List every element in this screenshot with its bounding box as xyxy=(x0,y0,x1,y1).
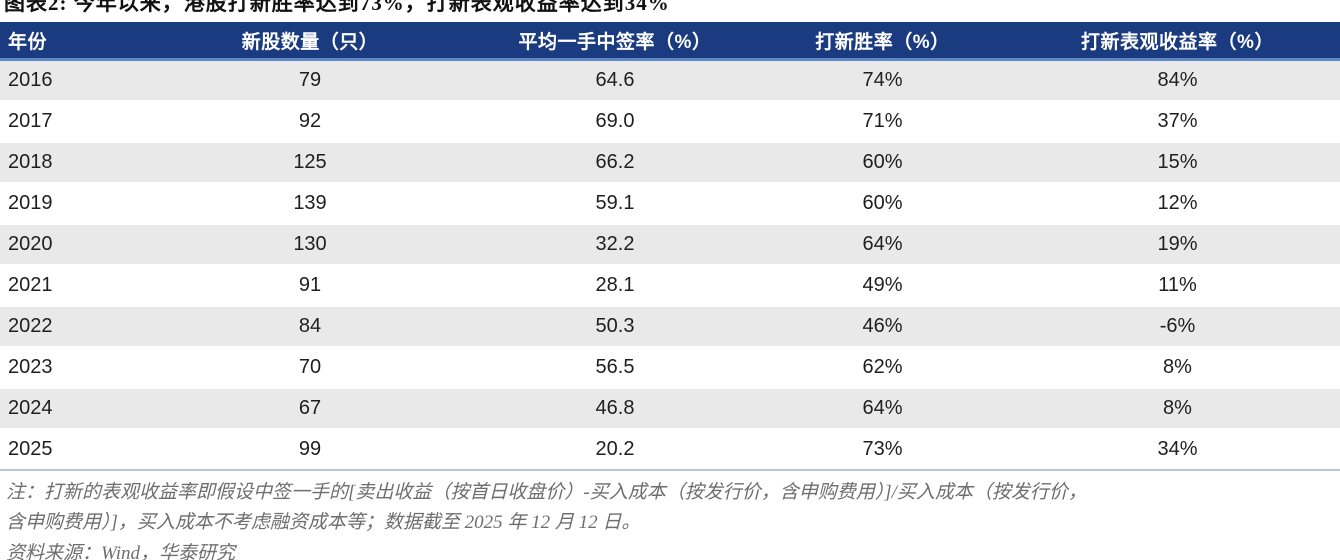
year-cell: 2023 xyxy=(0,347,140,388)
col-header-new-stock-count: 新股数量（只） xyxy=(140,22,480,61)
return-cell: 15% xyxy=(1015,141,1340,184)
winrate-cell: 73% xyxy=(750,429,1015,470)
year-cell: 2019 xyxy=(0,183,140,224)
return-cell: 8% xyxy=(1015,347,1340,388)
return-cell: -6% xyxy=(1015,305,1340,348)
year-cell: 2025 xyxy=(0,429,140,470)
table-row-2022: 2022 84 50.3 46% -6% xyxy=(0,305,1340,348)
count-cell: 67 xyxy=(140,387,480,430)
allotment-cell: 46.8 xyxy=(480,387,750,430)
winrate-cell: 64% xyxy=(750,387,1015,430)
year-cell: 2017 xyxy=(0,101,140,142)
year-cell: 2022 xyxy=(0,305,140,348)
table-row-2017: 2017 92 69.0 71% 37% xyxy=(0,101,1340,142)
return-cell: 84% xyxy=(1015,58,1340,102)
winrate-cell: 74% xyxy=(750,58,1015,102)
allotment-cell: 69.0 xyxy=(480,101,750,142)
table-row-2020: 2020 130 32.2 64% 19% xyxy=(0,223,1340,266)
allotment-cell: 28.1 xyxy=(480,265,750,306)
table-row-2024: 2024 67 46.8 64% 8% xyxy=(0,387,1340,430)
count-cell: 91 xyxy=(140,265,480,306)
allotment-cell: 20.2 xyxy=(480,429,750,470)
figure-title-text: 图表2: 今年以来，港股打新胜率达到73%，打新表观收益率达到34% xyxy=(4,0,670,15)
allotment-cell: 32.2 xyxy=(480,223,750,266)
table-row-2018: 2018 125 66.2 60% 15% xyxy=(0,141,1340,184)
col-header-allotment-rate: 平均一手中签率（%） xyxy=(480,22,750,61)
winrate-cell: 60% xyxy=(750,183,1015,224)
table-row-2023: 2023 70 56.5 62% 8% xyxy=(0,347,1340,388)
return-cell: 8% xyxy=(1015,387,1340,430)
allotment-cell: 66.2 xyxy=(480,141,750,184)
allotment-cell: 64.6 xyxy=(480,58,750,102)
winrate-cell: 49% xyxy=(750,265,1015,306)
return-cell: 37% xyxy=(1015,101,1340,142)
header-row: 年份 新股数量（只） 平均一手中签率（%） 打新胜率（%） 打新表观收益率（%） xyxy=(0,22,1340,61)
table-footnote: 注：打新的表观收益率即假设中签一手的[卖出收益（按首日收盘价）-买入成本（按发行… xyxy=(0,471,1340,538)
return-cell: 12% xyxy=(1015,183,1340,224)
return-cell: 11% xyxy=(1015,265,1340,306)
table-row-2021: 2021 91 28.1 49% 11% xyxy=(0,265,1340,306)
year-cell: 2020 xyxy=(0,223,140,266)
count-cell: 130 xyxy=(140,223,480,266)
count-cell: 139 xyxy=(140,183,480,224)
ipo-stats-table: 年份 新股数量（只） 平均一手中签率（%） 打新胜率（%） 打新表观收益率（%）… xyxy=(0,22,1340,471)
count-cell: 125 xyxy=(140,141,480,184)
table-row-2019: 2019 139 59.1 60% 12% xyxy=(0,183,1340,224)
col-header-win-rate: 打新胜率（%） xyxy=(750,22,1015,61)
allotment-cell: 56.5 xyxy=(480,347,750,388)
return-cell: 34% xyxy=(1015,429,1340,470)
count-cell: 70 xyxy=(140,347,480,388)
col-header-apparent-return: 打新表观收益率（%） xyxy=(1015,22,1340,61)
year-cell: 2018 xyxy=(0,141,140,184)
winrate-cell: 62% xyxy=(750,347,1015,388)
count-cell: 79 xyxy=(140,58,480,102)
allotment-cell: 59.1 xyxy=(480,183,750,224)
data-source-note: 资料来源：Wind，华泰研究 xyxy=(6,543,236,560)
year-cell: 2024 xyxy=(0,387,140,430)
winrate-cell: 71% xyxy=(750,101,1015,142)
table-row-2025: 2025 99 20.2 73% 34% xyxy=(0,429,1340,470)
year-cell: 2016 xyxy=(0,58,140,102)
count-cell: 99 xyxy=(140,429,480,470)
count-cell: 84 xyxy=(140,305,480,348)
figure-title-clipped: 图表2: 今年以来，港股打新胜率达到73%，打新表观收益率达到34% xyxy=(0,0,1340,22)
footnote-line-1: 注：打新的表观收益率即假设中签一手的[卖出收益（按首日收盘价）-买入成本（按发行… xyxy=(6,482,1087,503)
winrate-cell: 46% xyxy=(750,305,1015,348)
col-header-year: 年份 xyxy=(0,22,140,61)
count-cell: 92 xyxy=(140,101,480,142)
allotment-cell: 50.3 xyxy=(480,305,750,348)
winrate-cell: 64% xyxy=(750,223,1015,266)
return-cell: 19% xyxy=(1015,223,1340,266)
table-row-2016: 2016 79 64.6 74% 84% xyxy=(0,58,1340,102)
winrate-cell: 60% xyxy=(750,141,1015,184)
year-cell: 2021 xyxy=(0,265,140,306)
footnote-line-2: 含申购费用）]，买入成本不考虑融资成本等；数据截至 2025 年 12 月 12… xyxy=(6,512,641,533)
